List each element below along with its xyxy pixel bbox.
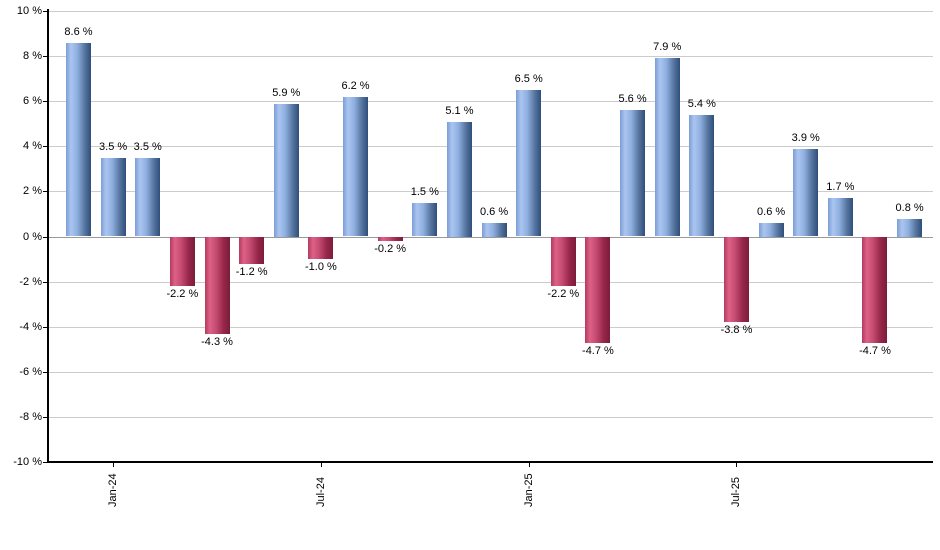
bar — [204, 236, 230, 334]
bar — [100, 157, 126, 237]
bar-value-label: 0.8 % — [895, 201, 924, 214]
y-axis-tick-label: -4 % — [19, 321, 42, 333]
y-axis-tick — [43, 146, 48, 147]
gridline — [48, 11, 933, 12]
x-axis-tick-label: Jul-25 — [730, 477, 743, 507]
bar — [308, 236, 334, 260]
zero-line — [48, 237, 933, 238]
bar-value-label: 8.6 % — [64, 25, 93, 38]
bar-value-label: -0.2 % — [374, 243, 407, 255]
x-axis-tick — [113, 462, 114, 467]
gridline — [48, 191, 933, 192]
x-axis-tick — [529, 462, 530, 467]
bar-value-label: 0.6 % — [479, 206, 509, 218]
bar-value-label: 5.6 % — [618, 93, 647, 106]
bar — [343, 96, 369, 237]
y-axis-tick-label: -10 % — [13, 456, 42, 468]
y-axis-tick — [43, 191, 48, 192]
bar — [620, 110, 646, 237]
y-axis-tick — [43, 462, 48, 463]
gridline — [48, 146, 933, 147]
bar — [585, 236, 611, 343]
bar — [481, 223, 507, 237]
bar — [862, 236, 888, 343]
x-axis-tick — [736, 462, 737, 467]
y-axis-tick — [43, 56, 48, 57]
bar — [723, 236, 749, 323]
y-axis-tick-label: -6 % — [19, 366, 42, 378]
bar-value-label: -2.2 % — [166, 288, 199, 301]
y-axis-tick-label: 6 % — [23, 95, 42, 107]
bar-value-label: 1.7 % — [826, 181, 855, 194]
bar-value-label: -2.2 % — [547, 288, 580, 301]
bar — [66, 42, 91, 237]
bar-value-label: -4.3 % — [201, 335, 233, 348]
bar-value-label: 0.6 % — [757, 206, 786, 218]
gridline — [48, 372, 933, 373]
bar — [239, 236, 265, 264]
gridline — [48, 282, 933, 283]
bar — [412, 202, 438, 237]
y-axis-tick — [43, 417, 48, 418]
gridline — [48, 417, 933, 418]
y-axis-tick-label: 10 % — [16, 5, 42, 17]
x-axis-line — [47, 461, 933, 463]
y-axis-tick — [43, 327, 48, 328]
bar-value-label: 5.4 % — [687, 97, 716, 110]
bar-value-label: 3.5 % — [99, 140, 128, 153]
gridline — [48, 56, 933, 57]
bar-value-label: -4.7 % — [582, 344, 614, 357]
bar-value-label: -1.0 % — [305, 261, 337, 274]
x-axis-tick-label: Jul-24 — [314, 477, 327, 507]
bar — [793, 148, 819, 237]
bar — [516, 89, 542, 237]
bar — [897, 218, 923, 237]
y-axis-tick-label: 0 % — [23, 231, 42, 243]
bar-value-label: -4.7 % — [859, 344, 891, 357]
y-axis-tick — [43, 282, 48, 283]
bar-value-label: 7.9 % — [653, 41, 682, 54]
bar — [827, 198, 853, 237]
y-axis-tick — [43, 372, 48, 373]
bar — [550, 236, 576, 287]
bar — [135, 157, 161, 237]
y-axis-tick-label: 8 % — [23, 50, 42, 62]
bar-value-label: 6.2 % — [341, 79, 370, 92]
bar — [446, 121, 472, 237]
bar-value-label: -1.2 % — [235, 265, 268, 278]
gridline — [48, 101, 933, 102]
y-axis-tick-label: 4 % — [23, 140, 42, 152]
bar-value-label: -3.8 % — [720, 324, 753, 337]
y-axis-tick-label: 2 % — [23, 185, 42, 197]
gridline — [48, 327, 933, 328]
y-axis-tick — [43, 237, 48, 238]
bar-value-label: 1.5 % — [410, 185, 439, 198]
bar — [169, 236, 195, 287]
bar-value-label: 6.5 % — [514, 72, 543, 85]
x-axis-tick — [321, 462, 322, 467]
bar-value-label: 5.9 % — [272, 86, 301, 99]
y-axis-line — [47, 9, 49, 463]
y-axis-tick — [43, 11, 48, 12]
bar-value-label: 3.9 % — [791, 131, 820, 144]
y-axis-tick-label: -2 % — [19, 276, 42, 288]
bar — [654, 58, 680, 237]
bar-value-label: 3.5 % — [133, 140, 162, 153]
bar-value-label: 5.1 % — [445, 104, 474, 117]
x-axis-tick-label: Jan-24 — [107, 473, 120, 507]
x-axis-tick-label: Jan-25 — [522, 473, 535, 507]
bar — [377, 236, 403, 241]
y-axis-tick-label: -8 % — [19, 411, 42, 423]
y-axis-tick — [43, 101, 48, 102]
bar — [273, 103, 299, 237]
bar — [758, 223, 784, 237]
bar — [689, 114, 715, 237]
